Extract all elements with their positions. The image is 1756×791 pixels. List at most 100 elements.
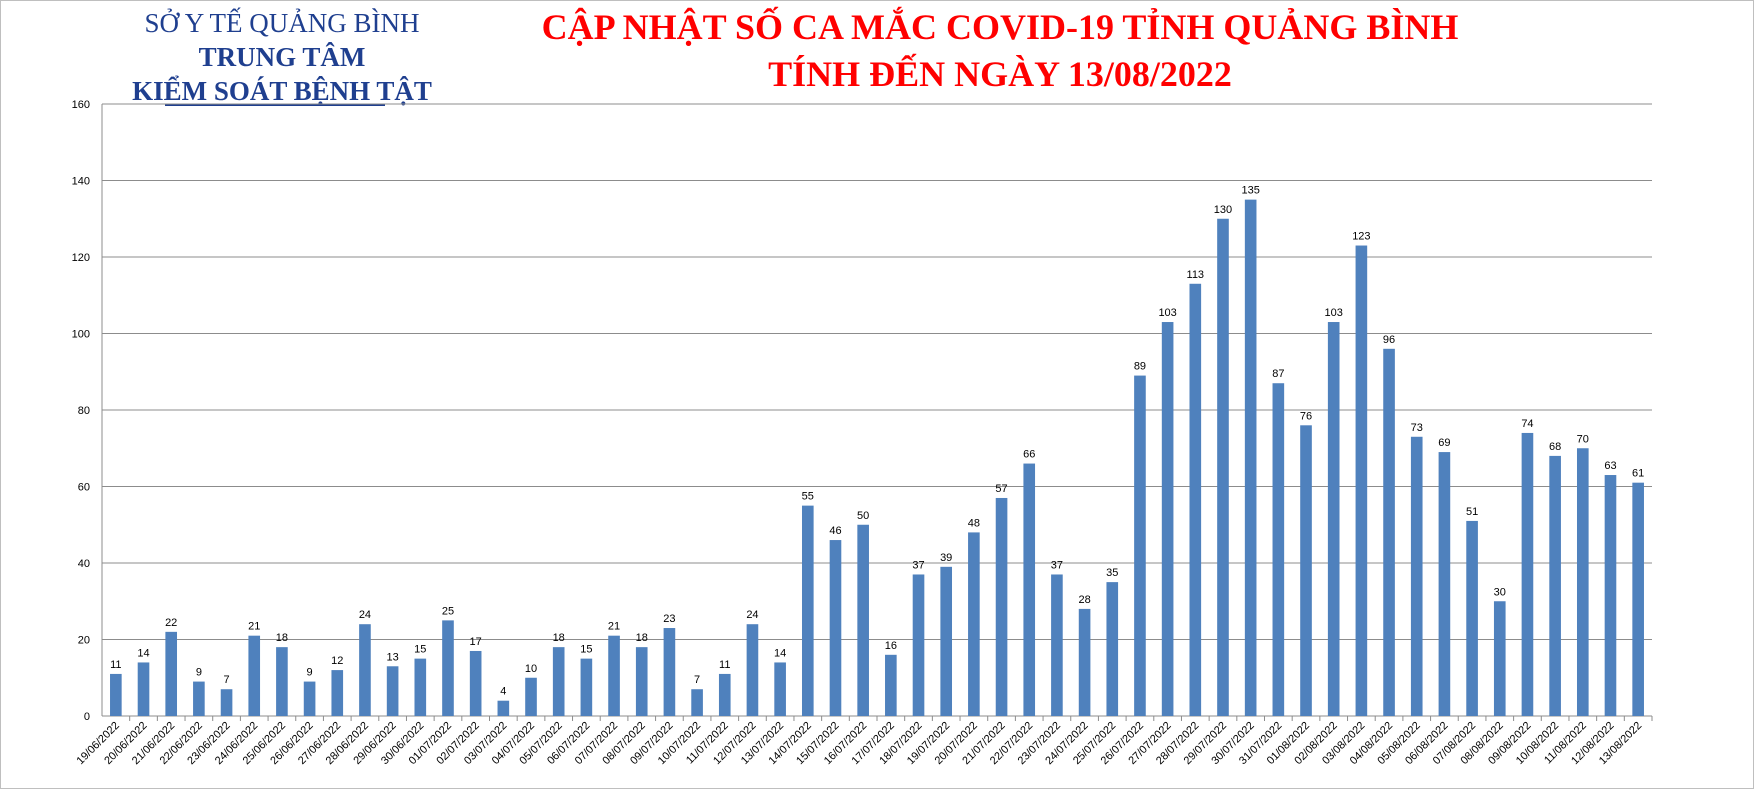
data-label: 7 xyxy=(694,674,700,686)
data-label: 87 xyxy=(1272,368,1284,380)
data-label: 9 xyxy=(307,667,313,679)
bar xyxy=(1300,425,1312,716)
data-label: 16 xyxy=(885,640,897,652)
data-label: 13 xyxy=(387,651,399,663)
data-label: 24 xyxy=(746,609,758,621)
bar xyxy=(1549,455,1561,716)
bar xyxy=(1383,348,1395,716)
bar xyxy=(1327,322,1340,716)
bar xyxy=(331,670,344,716)
chart-title: CẬP NHẬT SỐ CA MẮC COVID-19 TỈNH QUẢNG B… xyxy=(470,4,1530,98)
data-label: 11 xyxy=(719,659,730,671)
bar xyxy=(525,677,537,716)
bar xyxy=(608,635,620,716)
bar xyxy=(774,662,786,716)
data-label: 57 xyxy=(995,483,1007,495)
data-label: 14 xyxy=(137,647,149,659)
bar xyxy=(497,700,510,716)
bar xyxy=(1051,574,1063,716)
data-label: 30 xyxy=(1494,586,1506,598)
data-label: 69 xyxy=(1438,437,1450,449)
data-label: 25 xyxy=(442,605,454,617)
bar xyxy=(580,658,593,716)
bar xyxy=(1355,245,1368,716)
bar xyxy=(995,497,1008,716)
bar xyxy=(1272,383,1285,716)
data-label: 35 xyxy=(1106,567,1118,579)
y-tick-label: 0 xyxy=(84,711,90,723)
data-label: 21 xyxy=(608,621,620,633)
data-label: 61 xyxy=(1632,468,1644,480)
data-label: 55 xyxy=(802,491,814,503)
y-tick-label: 160 xyxy=(72,99,90,111)
bar xyxy=(1576,448,1589,716)
y-tick-label: 100 xyxy=(72,329,90,341)
bar xyxy=(718,673,731,716)
bar xyxy=(801,505,814,716)
bar xyxy=(1244,199,1257,716)
data-label: 50 xyxy=(857,510,869,522)
bar xyxy=(968,532,980,716)
y-tick-label: 60 xyxy=(78,482,90,494)
y-tick-label: 140 xyxy=(72,176,90,188)
data-label: 28 xyxy=(1078,594,1090,606)
data-label: 17 xyxy=(470,636,482,648)
data-label: 130 xyxy=(1214,204,1232,216)
data-label: 113 xyxy=(1187,269,1205,281)
data-label: 14 xyxy=(774,647,786,659)
data-label: 23 xyxy=(663,613,675,625)
data-label: 18 xyxy=(553,632,565,644)
bar xyxy=(746,624,759,716)
bar xyxy=(1466,520,1478,716)
bar xyxy=(442,620,454,716)
data-label: 73 xyxy=(1411,422,1423,434)
bar xyxy=(1106,582,1119,716)
data-label: 66 xyxy=(1023,449,1035,461)
org-center: TRUNG TÂM xyxy=(198,42,366,72)
bar xyxy=(1604,475,1617,716)
bar xyxy=(1078,608,1091,716)
bar xyxy=(691,689,703,716)
y-tick-label: 120 xyxy=(72,252,90,264)
data-label: 74 xyxy=(1521,418,1533,430)
bar xyxy=(1161,322,1174,716)
bar xyxy=(303,681,316,716)
bar xyxy=(885,654,897,716)
org-center-name: KIỂM SOÁT BỆNH TẬT xyxy=(132,76,432,106)
organization-header: SỞ Y TẾ QUẢNG BÌNH TRUNG TÂM KIỂM SOÁT B… xyxy=(112,6,452,108)
data-label: 135 xyxy=(1241,185,1259,197)
bar xyxy=(1189,283,1202,716)
data-label: 7 xyxy=(223,674,229,686)
bar xyxy=(940,566,953,716)
data-label: 103 xyxy=(1325,307,1343,319)
data-label: 18 xyxy=(636,632,648,644)
bar xyxy=(1134,375,1146,716)
bar xyxy=(912,574,925,716)
data-label: 76 xyxy=(1300,410,1312,422)
bar xyxy=(220,689,233,716)
data-label: 15 xyxy=(580,644,592,656)
bar xyxy=(165,631,178,716)
data-label: 51 xyxy=(1466,506,1478,518)
bar xyxy=(137,662,150,716)
title-line-1: CẬP NHẬT SỐ CA MẮC COVID-19 TỈNH QUẢNG B… xyxy=(541,7,1459,47)
bar xyxy=(829,540,842,716)
data-label: 48 xyxy=(968,517,980,529)
bar xyxy=(857,524,869,716)
data-label: 15 xyxy=(414,644,426,656)
bar xyxy=(552,647,565,716)
data-label: 37 xyxy=(912,559,924,571)
data-label: 68 xyxy=(1549,441,1561,453)
data-label: 9 xyxy=(196,667,202,679)
bar xyxy=(469,650,482,716)
bar xyxy=(1632,482,1644,716)
data-label: 21 xyxy=(248,621,260,633)
bar xyxy=(663,628,676,716)
data-label: 103 xyxy=(1158,307,1176,319)
data-label: 11 xyxy=(110,659,121,671)
bar xyxy=(1410,436,1423,716)
bar xyxy=(1521,432,1534,716)
bar xyxy=(359,624,371,716)
org-department: SỞ Y TẾ QUẢNG BÌNH xyxy=(144,8,420,38)
bar xyxy=(248,635,261,716)
